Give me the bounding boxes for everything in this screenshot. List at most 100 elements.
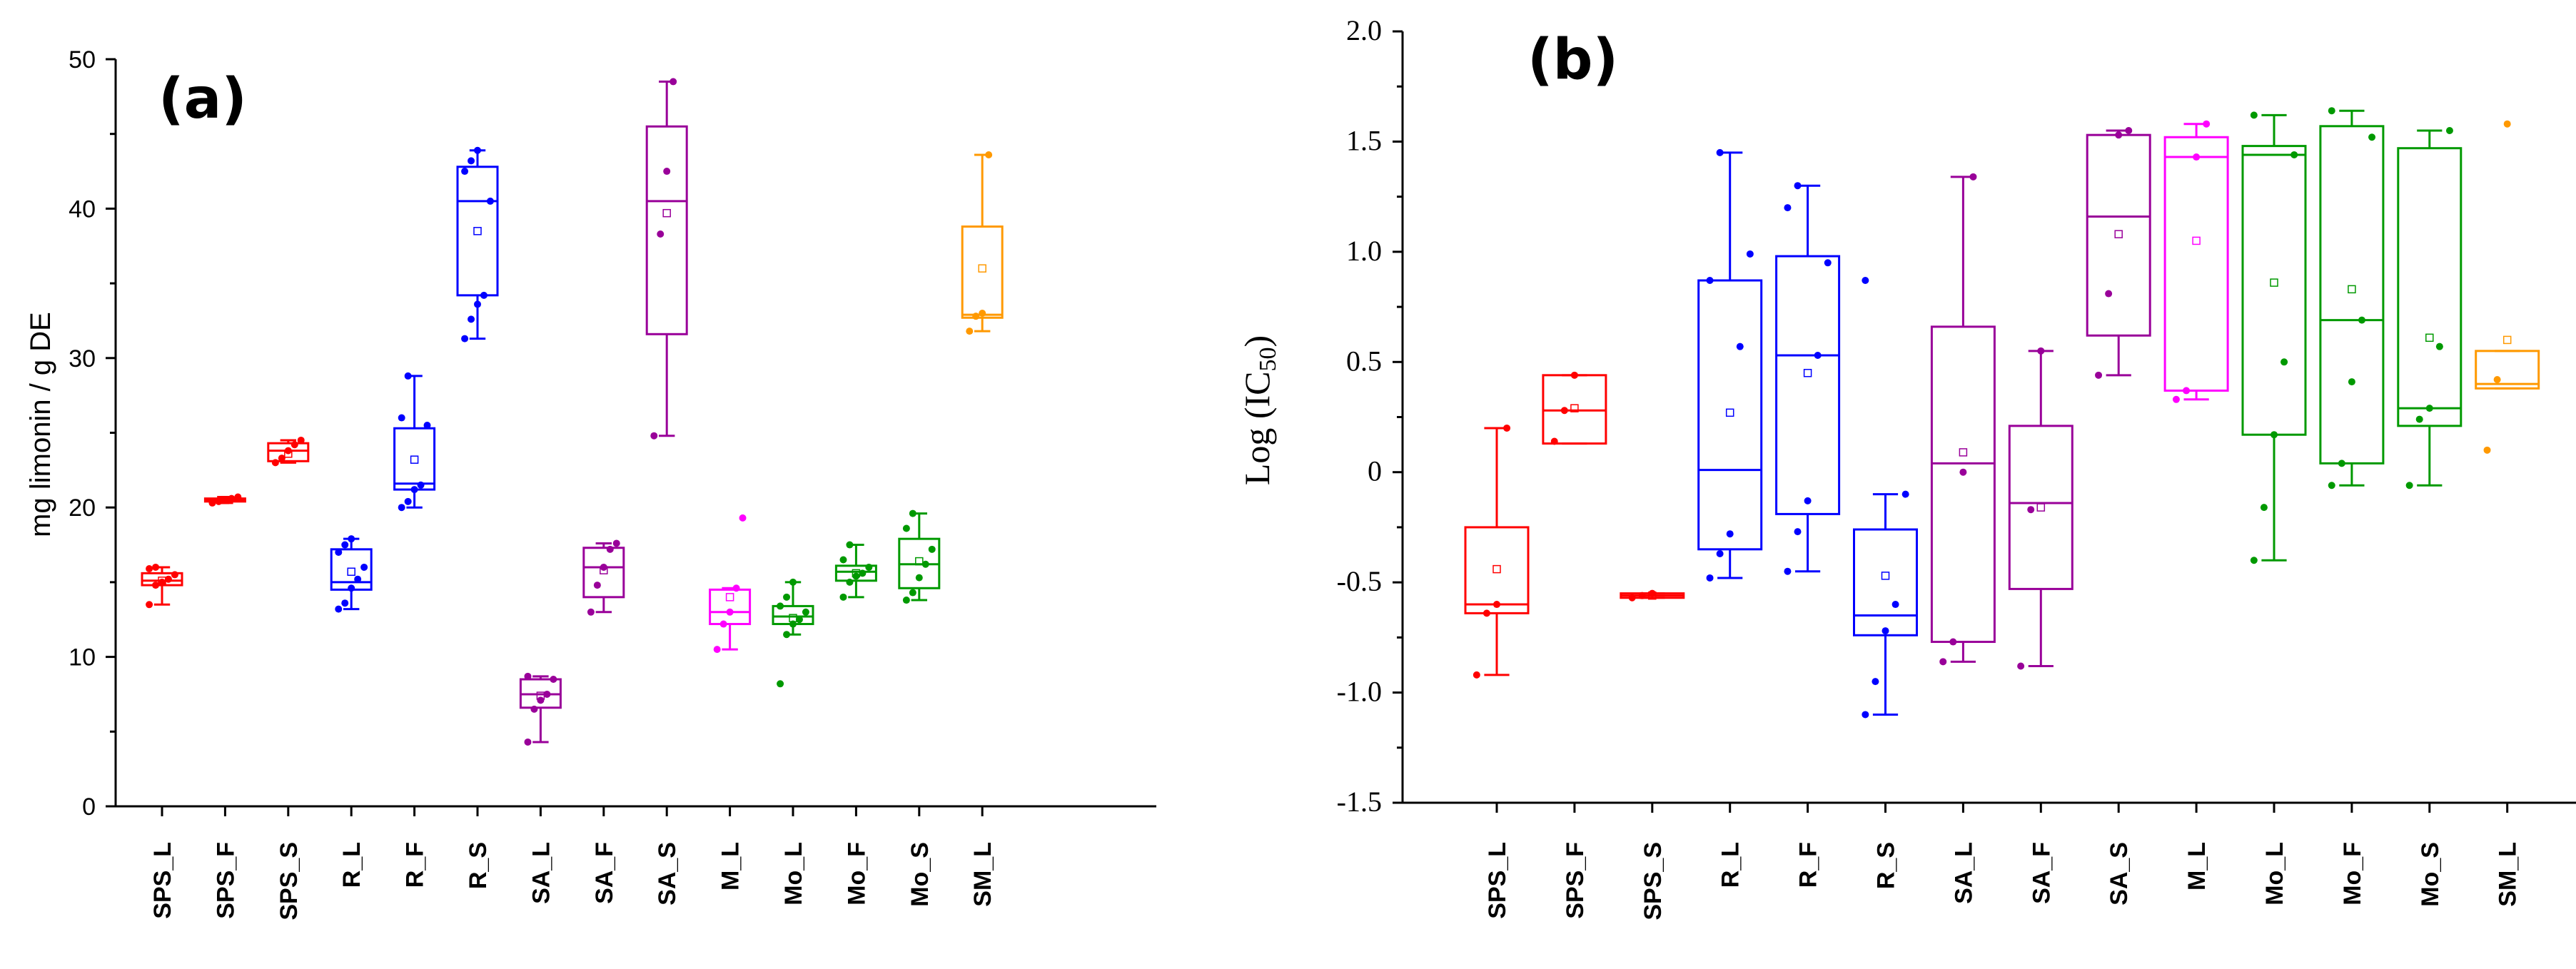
box-mean-marker [2348,285,2356,294]
data-point [795,616,803,624]
y-tick-label-b: 0 [1368,455,1382,487]
box-mean-marker [2425,333,2434,343]
x-tick-label-b: SPS_L [1484,842,1511,919]
data-point [1784,204,1792,212]
y-tick-label-b: 2.0 [1346,14,1382,46]
data-point [839,593,847,601]
panel-b-label: (b) [1527,28,1618,92]
x-tick-label-b: SPS_S [1640,842,1667,920]
data-point [1969,173,1977,181]
x-tick-label-b: SA_S [2106,842,2133,905]
data-point [1706,277,1714,285]
data-point [1570,371,1578,379]
box-iqr [2086,133,2151,337]
data-point [1891,601,1899,609]
data-point [228,494,236,502]
data-point [902,524,910,532]
y-axis-title-b-close: ) [1237,335,1277,347]
data-point [221,496,229,504]
x-tick-label-b: Mo_L [2261,842,2288,905]
x-tick-label-b: R_F [1795,842,1822,888]
data-point [524,672,532,680]
data-point [1949,638,1957,646]
data-point [1862,711,1869,719]
data-point [902,597,910,604]
data-point [865,563,873,571]
data-point [2405,482,2413,489]
box-group-a-M_L [709,514,752,654]
x-tick-label-a: SPS_F [212,842,239,919]
data-point [2193,153,2201,161]
y-tick-label-b: 1.5 [1346,124,1382,156]
box-group-a-SA_L [519,672,562,746]
x-tick-label-a: M_L [717,842,744,891]
data-point [2271,431,2278,439]
box-group-b-SA_F [2008,347,2074,670]
box-mean-marker [1725,408,1734,417]
data-point [1706,574,1714,582]
data-point [726,608,734,616]
x-tick-label-b: Mo_F [2339,842,2366,905]
box-iqr [456,166,499,297]
data-point [234,493,242,501]
data-point [2483,446,2491,454]
data-point [158,578,166,586]
data-point [2328,107,2335,115]
data-point [612,539,620,547]
x-tick-label-a: SM_L [969,842,996,907]
box-group-b-R_F [1775,182,1841,575]
box-mean-marker [410,455,419,464]
box-iqr [1697,279,1763,551]
data-point [215,497,223,505]
data-point [208,499,216,507]
box-group-a-R_L [330,535,373,613]
data-point [839,556,847,564]
box-mean-marker [2270,278,2278,287]
x-tick-label-b: SA_F [2028,842,2055,904]
data-point [398,414,405,422]
x-tick-label-b: R_L [1717,842,1744,888]
data-point [2503,120,2511,128]
data-point [474,146,481,154]
box-iqr [2319,125,2385,465]
data-point [1648,589,1656,597]
data-point [2368,133,2376,141]
x-tick-label-a: R_F [402,842,429,888]
data-point [606,545,614,553]
data-point [297,436,305,444]
data-point [2105,290,2113,298]
box-group-a-SPS_F [203,493,246,507]
box-mean-marker [347,567,355,576]
data-point [271,459,279,467]
y-tick-label-b: 1.0 [1346,235,1382,267]
data-point [360,563,368,571]
data-point [398,504,405,512]
data-point [461,168,469,176]
data-point [341,599,349,607]
x-tick-label-b: SPS_F [1562,842,1589,919]
data-point [2250,557,2258,564]
data-point [1638,592,1646,599]
data-point [1550,437,1558,445]
data-point [354,575,362,583]
data-point [909,589,916,597]
data-point [1794,182,1802,190]
data-point [1882,627,1889,635]
data-point [2250,111,2258,119]
box-group-a-Mo_L [772,578,814,688]
chart-panel-b: (b) Log (IC50) -1.5 -1.0 -0.5 0 0.5 1.0 1.5 2.0… [1237,14,2576,920]
data-point [461,335,469,343]
data-point [985,151,993,159]
data-point [474,300,481,308]
data-point [164,575,172,583]
data-point [663,168,671,176]
data-point [909,509,916,517]
data-point [2280,358,2288,366]
y-tick-label-a: 0 [82,793,96,821]
box-group-b-SPS_S [1620,589,1685,602]
data-point [278,455,286,462]
data-point [2203,120,2211,128]
data-point [146,565,153,573]
data-point [1503,424,1511,432]
